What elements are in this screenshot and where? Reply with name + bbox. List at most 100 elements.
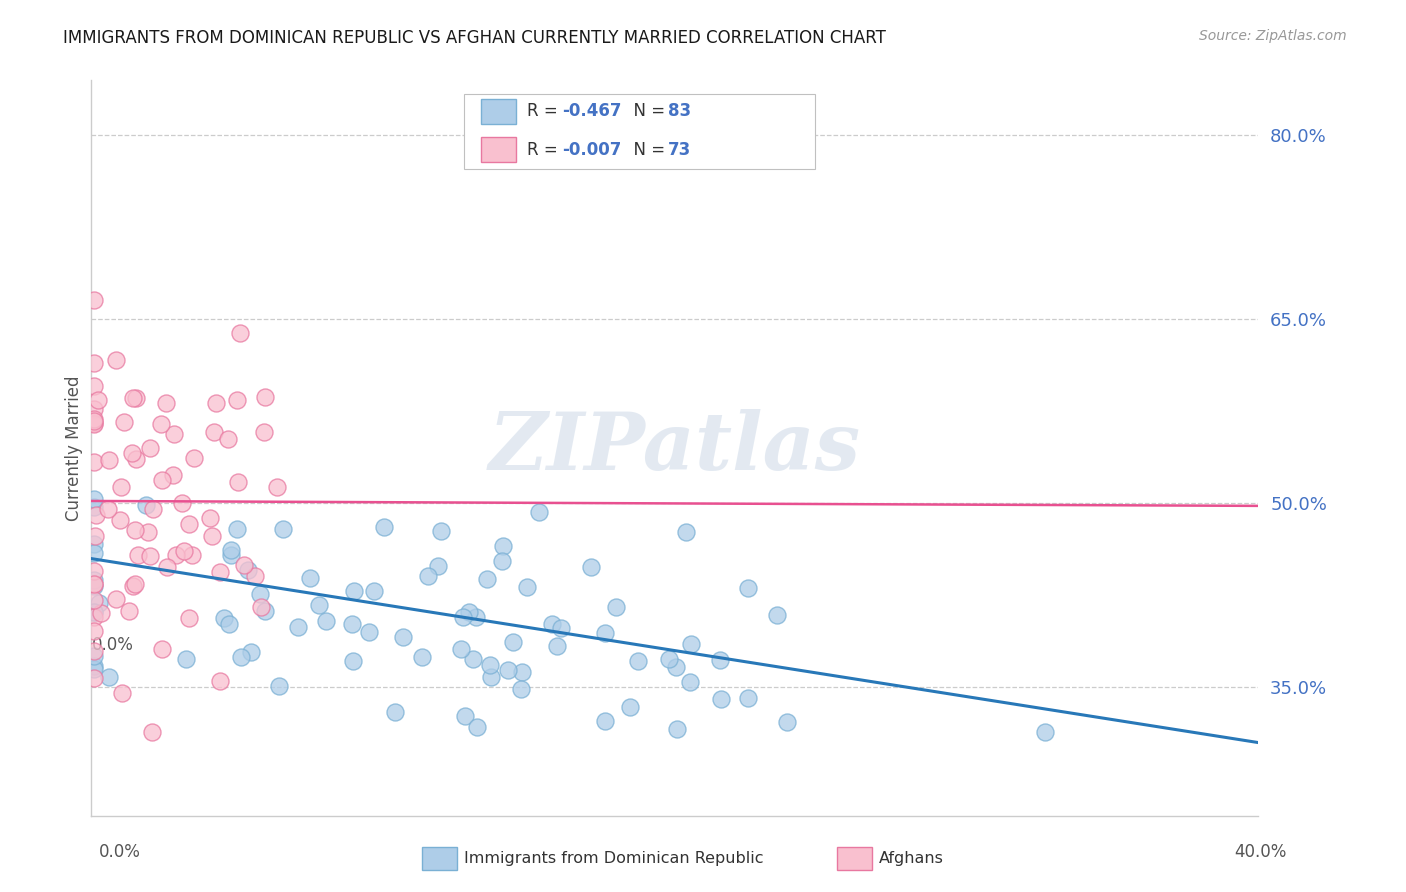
Point — [550, 621, 572, 635]
Text: -0.007: -0.007 — [562, 141, 621, 159]
Point — [83, 412, 105, 426]
Point — [253, 425, 276, 440]
Point — [491, 554, 513, 568]
Point — [384, 706, 406, 720]
Point — [83, 624, 105, 639]
Point — [454, 709, 477, 723]
Point — [180, 548, 202, 562]
Point — [710, 691, 733, 706]
Point — [665, 659, 688, 673]
Point — [142, 502, 165, 516]
Point — [204, 396, 226, 410]
Point — [173, 544, 195, 558]
Text: IMMIGRANTS FROM DOMINICAN REPUBLIC VS AFGHAN CURRENTLY MARRIED CORRELATION CHART: IMMIGRANTS FROM DOMINICAN REPUBLIC VS AF… — [63, 29, 886, 46]
Point — [416, 569, 439, 583]
Point — [83, 356, 105, 370]
Point — [83, 577, 105, 591]
Point — [226, 392, 249, 407]
Point — [208, 565, 231, 579]
Point — [510, 665, 533, 680]
Point — [124, 523, 146, 537]
Point — [83, 536, 105, 550]
Point — [200, 510, 222, 524]
Point — [83, 579, 105, 593]
Point — [343, 584, 366, 599]
Text: 73: 73 — [668, 141, 692, 159]
Point — [776, 714, 799, 729]
Point — [458, 605, 481, 619]
Point — [83, 662, 105, 676]
Text: 40.0%: 40.0% — [1234, 843, 1286, 861]
Point — [139, 549, 162, 564]
Point — [83, 644, 105, 658]
Point — [152, 642, 174, 657]
Point — [273, 522, 295, 536]
Point — [177, 611, 200, 625]
Point — [136, 525, 159, 540]
Text: 0.0%: 0.0% — [91, 636, 134, 654]
Point — [217, 432, 239, 446]
Text: R =: R = — [527, 103, 564, 120]
Point — [232, 558, 254, 572]
Point — [679, 637, 702, 651]
Point — [675, 524, 697, 539]
Point — [121, 579, 143, 593]
Point — [83, 659, 105, 673]
Point — [83, 500, 105, 515]
Point — [86, 393, 108, 408]
Point — [83, 546, 105, 560]
Point — [308, 598, 330, 612]
Point — [225, 522, 247, 536]
Point — [464, 609, 486, 624]
Point — [516, 580, 538, 594]
Point — [546, 639, 568, 653]
Text: Immigrants from Dominican Republic: Immigrants from Dominican Republic — [464, 851, 763, 865]
Point — [98, 670, 121, 684]
Point — [605, 599, 627, 614]
Point — [450, 641, 472, 656]
Text: Source: ZipAtlas.com: Source: ZipAtlas.com — [1199, 29, 1347, 43]
Point — [619, 700, 641, 714]
Point — [392, 630, 415, 644]
Point — [138, 441, 160, 455]
Point — [84, 508, 107, 523]
Point — [243, 569, 266, 583]
Point — [426, 559, 449, 574]
Point — [239, 645, 262, 659]
Point — [83, 648, 105, 663]
Point — [127, 548, 149, 562]
Point — [593, 714, 616, 728]
Point — [104, 592, 127, 607]
Point — [541, 617, 564, 632]
Point — [83, 565, 105, 579]
Point — [156, 560, 179, 574]
Point — [83, 529, 105, 543]
Point — [165, 549, 187, 563]
Point — [212, 611, 235, 625]
Point — [527, 505, 550, 519]
Point — [124, 576, 146, 591]
Text: Afghans: Afghans — [879, 851, 943, 865]
Point — [162, 467, 184, 482]
Point — [679, 675, 702, 690]
Point — [83, 293, 105, 307]
Point — [83, 417, 105, 431]
Point — [155, 395, 177, 409]
Point — [238, 563, 260, 577]
Point — [666, 722, 689, 736]
Point — [97, 501, 120, 516]
Text: ZIPatlas: ZIPatlas — [489, 409, 860, 487]
Point — [177, 516, 200, 531]
Point — [183, 450, 205, 465]
Point — [150, 417, 173, 431]
Point — [221, 543, 243, 558]
Point — [83, 605, 105, 619]
Point — [250, 599, 273, 614]
Text: 0.0%: 0.0% — [98, 843, 141, 861]
Point — [253, 390, 276, 404]
Point — [83, 491, 105, 506]
Point — [218, 616, 240, 631]
Point — [83, 573, 105, 587]
Point — [108, 513, 131, 527]
Point — [125, 452, 148, 467]
